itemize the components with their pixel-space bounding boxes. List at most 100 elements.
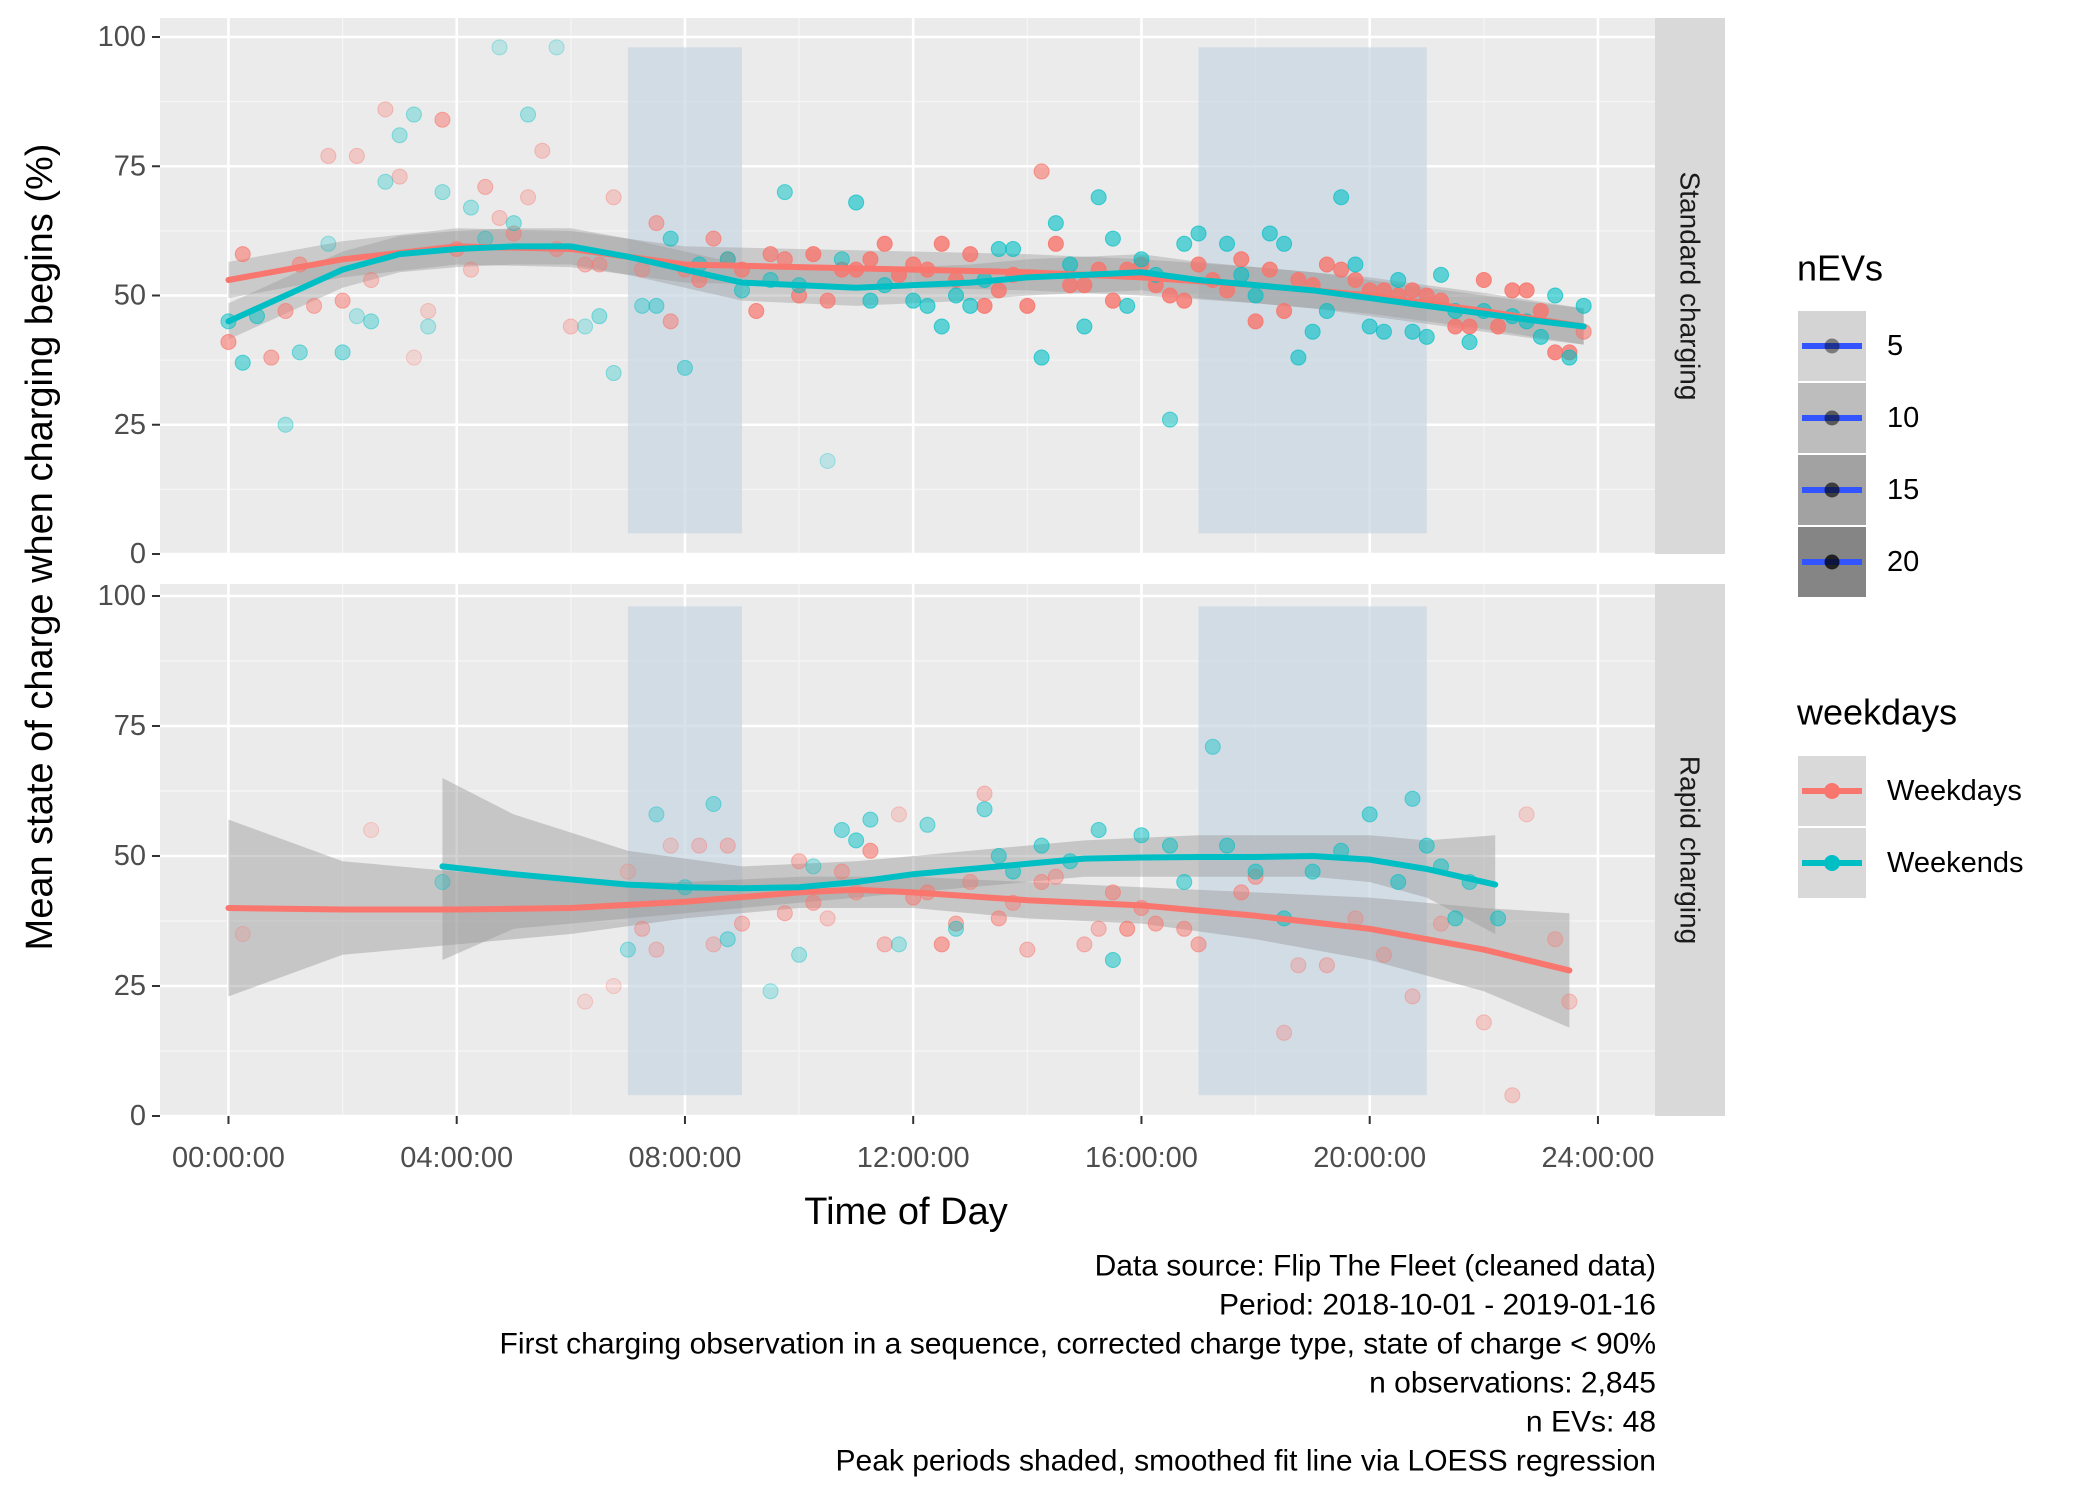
x-tick-label: 04:00:00	[400, 1142, 513, 1174]
legend-label-weekends: Weekends	[1887, 847, 2024, 879]
point-weekends	[1190, 225, 1207, 242]
point-weekdays	[348, 147, 365, 164]
point-weekends	[1247, 863, 1264, 880]
y-tick-label: 25	[114, 409, 146, 441]
point-weekdays	[962, 246, 979, 263]
point-weekdays	[634, 920, 651, 937]
point-weekdays	[320, 147, 337, 164]
point-weekends	[1233, 266, 1250, 283]
point-weekends	[1033, 349, 1050, 366]
legend-key-point	[1824, 482, 1840, 498]
point-weekends	[1276, 235, 1293, 252]
point-weekends	[634, 297, 651, 314]
x-tick-label: 24:00:00	[1541, 1142, 1654, 1174]
peak-period-shading	[627, 606, 1427, 1096]
point-weekdays	[933, 235, 950, 252]
point-weekends	[1418, 837, 1435, 854]
point-weekends	[1418, 328, 1435, 345]
point-weekends	[1219, 235, 1236, 252]
point-weekdays	[805, 246, 822, 263]
point-weekends	[1404, 790, 1421, 807]
point-weekends	[1318, 303, 1335, 320]
x-axis-title: Time of Day	[804, 1191, 1007, 1233]
y-tick-label: 50	[114, 280, 146, 312]
legend-weekdays: weekdays Weekdays Weekends	[1796, 692, 2024, 900]
point-weekdays	[662, 313, 679, 330]
point-weekdays	[1547, 344, 1564, 361]
y-axis-title: Mean state of charge when charging begin…	[19, 144, 61, 951]
legend-title-nevs: nEVs	[1797, 248, 1883, 289]
point-weekdays	[1475, 1014, 1492, 1031]
legend-label-nevs: 5	[1887, 330, 1903, 362]
caption-line-3: First charging observation in a sequence…	[500, 1328, 1657, 1361]
point-weekends	[334, 344, 351, 361]
point-weekends	[1047, 215, 1064, 232]
point-weekdays	[1161, 287, 1178, 304]
caption-line-2: Period: 2018-10-01 - 2019-01-16	[1219, 1289, 1656, 1322]
point-weekends	[1304, 323, 1321, 340]
data-points	[234, 738, 1578, 1104]
point-weekdays	[1261, 261, 1278, 278]
point-weekdays	[1447, 318, 1464, 335]
point-weekends	[1290, 349, 1307, 366]
point-weekdays	[976, 785, 993, 802]
caption-line-1: Data source: Flip The Fleet (cleaned dat…	[1095, 1250, 1656, 1283]
y-tick-label: 100	[98, 21, 146, 53]
point-weekends	[1575, 297, 1592, 314]
point-weekdays	[1104, 292, 1121, 309]
point-weekdays	[833, 863, 850, 880]
x-tick-label: 00:00:00	[172, 1142, 285, 1174]
point-weekdays	[648, 215, 665, 232]
caption-line-6: Peak periods shaded, smoothed fit line v…	[836, 1445, 1656, 1478]
point-weekdays	[1019, 297, 1036, 314]
point-weekends	[948, 920, 965, 937]
point-weekdays	[1119, 920, 1136, 937]
point-weekends	[1062, 256, 1079, 273]
point-weekends	[320, 235, 337, 252]
point-weekdays	[1190, 256, 1207, 273]
point-weekends	[648, 806, 665, 823]
y-tick-label: 100	[98, 580, 146, 612]
point-weekends	[848, 832, 865, 849]
point-weekdays	[377, 101, 394, 118]
point-weekdays	[1276, 1024, 1293, 1041]
peak-period-band	[627, 47, 743, 534]
point-weekdays	[776, 905, 793, 922]
point-weekends	[348, 308, 365, 325]
point-weekends	[848, 194, 865, 211]
point-weekends	[291, 344, 308, 361]
point-weekdays	[591, 256, 608, 273]
panel-rapid-charging: Rapid charging 0 25 50 75 100	[98, 580, 1725, 1132]
point-weekdays	[962, 874, 979, 890]
point-weekdays	[648, 941, 665, 958]
point-weekdays	[1062, 277, 1079, 294]
point-weekends	[1375, 323, 1392, 340]
point-weekends	[833, 251, 850, 268]
point-weekends	[919, 297, 936, 314]
point-weekends	[862, 292, 879, 309]
point-weekdays	[1347, 271, 1364, 288]
point-weekdays	[862, 251, 879, 268]
point-weekdays	[719, 837, 736, 854]
point-weekends	[491, 39, 508, 56]
point-weekdays	[1504, 282, 1521, 299]
legend-key-point	[1824, 338, 1840, 354]
point-weekdays	[491, 209, 508, 226]
legend-key-point	[1824, 783, 1840, 799]
point-weekends	[1347, 256, 1364, 273]
point-weekdays	[1461, 318, 1478, 335]
point-weekends	[1176, 235, 1193, 252]
fit-line-weekends	[439, 853, 1499, 892]
y-tick-label: 25	[114, 970, 146, 1002]
point-weekdays	[1490, 318, 1507, 335]
point-weekends	[1247, 287, 1264, 304]
point-weekends	[890, 936, 907, 953]
point-weekdays	[1233, 251, 1250, 268]
point-weekdays	[363, 271, 380, 288]
point-weekdays	[876, 936, 893, 953]
point-weekends	[990, 848, 1007, 864]
point-weekends	[1404, 323, 1421, 340]
caption-line-5: n EVs: 48	[1526, 1406, 1656, 1439]
point-weekends	[420, 318, 437, 335]
